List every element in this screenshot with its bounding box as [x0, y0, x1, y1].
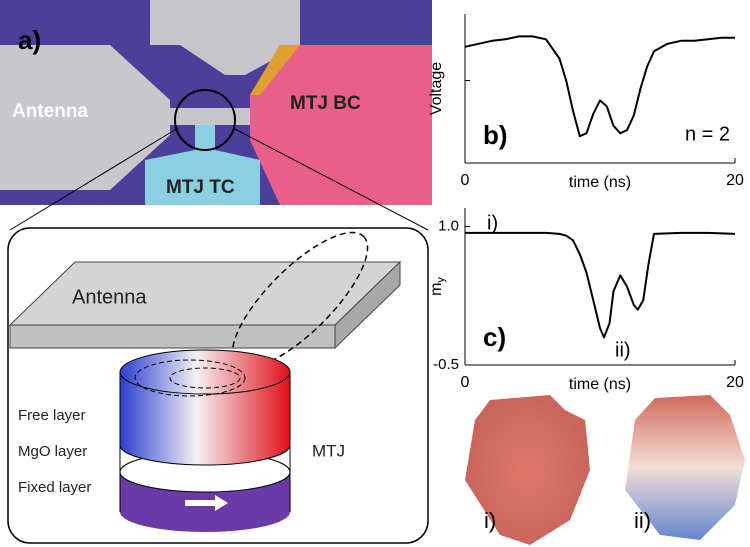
panel-label: a) — [18, 25, 41, 55]
label: Antenna — [12, 101, 88, 122]
label: MTJ BC — [290, 93, 361, 114]
snapshot-image — [465, 395, 590, 545]
label: Fixed layer — [18, 479, 91, 496]
x-label: time (ns) — [569, 376, 631, 393]
annotation: ii) — [615, 339, 631, 361]
data-line — [464, 35, 735, 138]
label: Free layer — [18, 407, 86, 424]
label: MTJ TC — [166, 177, 235, 198]
y-label-sub: y — [435, 277, 447, 283]
zoom-line — [9, 127, 179, 231]
label: Antenna — [72, 286, 147, 308]
y-tick-label: -0.5 — [433, 356, 459, 373]
label: MgO layer — [18, 443, 87, 460]
x-tick-label: 20 — [726, 374, 744, 391]
zoom-line — [232, 127, 429, 231]
x-tick-label: 0 — [461, 172, 470, 189]
label: MTJ — [312, 441, 345, 460]
annotation: i) — [487, 212, 498, 234]
data-line — [465, 231, 736, 339]
panel-label: c) — [483, 322, 506, 352]
panel-label: b) — [483, 120, 508, 150]
y-label: Voltage — [428, 62, 445, 115]
x-tick-label: 0 — [461, 374, 470, 391]
y-label-main: m — [428, 283, 445, 296]
antenna-slab — [8, 260, 402, 350]
mtj-stack — [119, 349, 291, 532]
snapshot-label: ii) — [634, 508, 651, 533]
x-label: time (ns) — [569, 174, 631, 191]
y-label: my — [428, 277, 447, 296]
x-tick-label: 20 — [726, 172, 744, 189]
snapshot-image — [625, 395, 745, 540]
y-label-main: Voltage — [428, 62, 445, 115]
y-tick-label: 1.0 — [438, 217, 459, 234]
annotation: n = 2 — [685, 123, 730, 145]
snapshot-label: i) — [484, 508, 496, 533]
micrograph — [0, 0, 432, 205]
